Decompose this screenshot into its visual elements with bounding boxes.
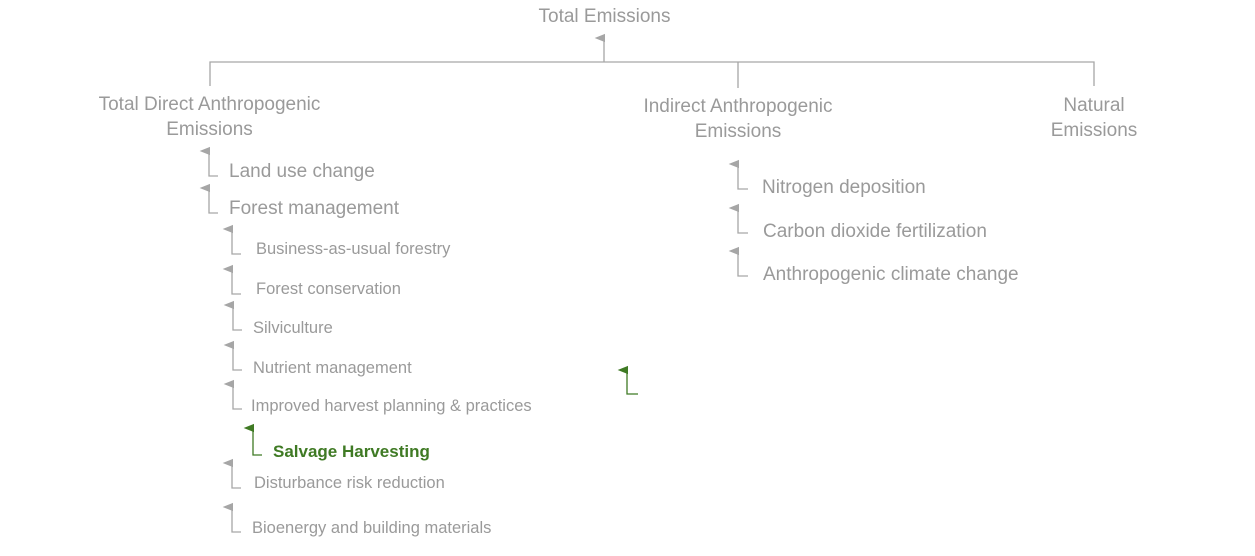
node-nitrogen-deposition: Nitrogen deposition [762,177,926,198]
elbow-nitrogen [728,159,748,190]
node-anthropogenic-climate-change: Anthropogenic climate change [763,264,1019,285]
node-salvage-harvesting-highlighted: Salvage Harvesting [273,442,430,461]
elbow-harvest-planning [223,379,242,410]
node-land-use-change: Land use change [229,161,375,182]
node-forest-conservation: Forest conservation [256,280,401,298]
elbow-co2 [728,203,748,234]
node-bioenergy-building-materials: Bioenergy and building materials [252,519,492,537]
node-forest-management: Forest management [229,198,400,219]
branch-bus-line [209,61,1095,86]
root-node-total-emissions: Total Emissions [538,6,671,27]
node-business-as-usual-forestry: Business-as-usual forestry [256,240,451,258]
node-nutrient-management: Nutrient management [253,359,412,377]
elbow-salvage [243,423,262,456]
elbow-silviculture [223,300,242,331]
elbow-disturbance [222,458,241,489]
branch-indirect-anthropogenic: Indirect Anthropogenic Emissions [643,96,833,142]
elbow-land-use [199,146,218,177]
elbow-conservation [222,264,241,295]
stray-green-connector [617,365,638,395]
node-improved-harvest-planning: Improved harvest planning & practices [251,397,532,415]
node-disturbance-risk-reduction: Disturbance risk reduction [254,474,445,492]
branch-natural: Natural Emissions [1050,95,1138,141]
branch-direct-anthropogenic: Total Direct Anthropogenic Emissions [98,94,321,140]
elbow-nutrient [223,340,242,371]
node-co2-fertilization: Carbon dioxide fertilization [763,221,987,242]
elbow-bau [222,224,241,255]
node-silviculture: Silviculture [253,319,333,337]
elbow-forest-mgmt [199,183,218,214]
elbow-climate [728,246,748,277]
elbow-bioenergy [222,502,241,533]
